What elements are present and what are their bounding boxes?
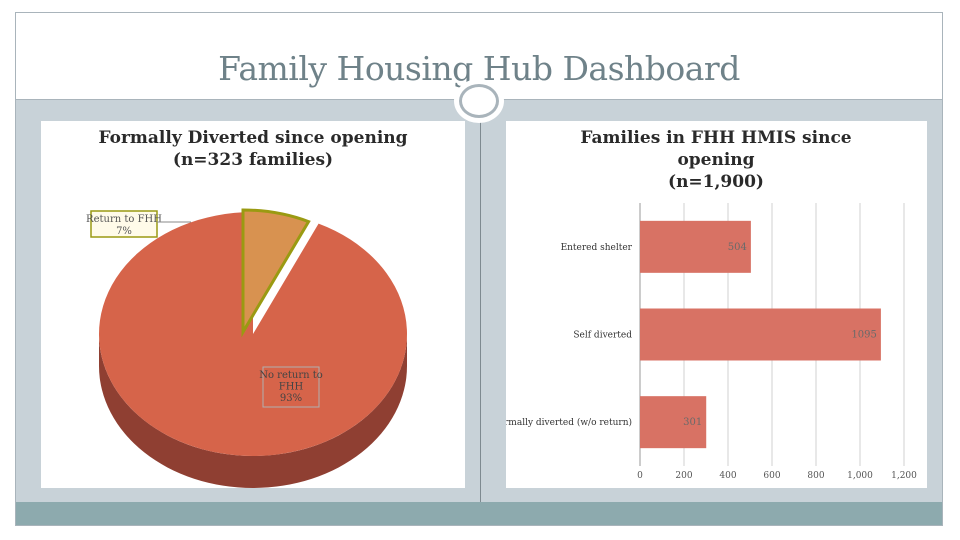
- pie-label-no-return-text: No return to FHH 93%: [259, 370, 323, 404]
- circle-ornament-icon: [454, 79, 504, 123]
- tick-label-3: 600: [763, 471, 780, 481]
- pie-slice-side: [99, 334, 407, 488]
- tick-label-6: 1,200: [891, 471, 917, 481]
- bar-1: [640, 308, 881, 361]
- center-divider: [480, 100, 481, 502]
- pie-chart: No return to FHH 93% Return to FHH 7%: [86, 208, 408, 488]
- pie-slice-no-return: [98, 212, 408, 456]
- pie-label-return-text: Return to FHH 7%: [86, 214, 162, 237]
- pie-label-return: Return to FHH 7%: [86, 210, 162, 238]
- category-label-2: Formally diverted (w/o return): [506, 417, 632, 428]
- bar-chart-title: Families in FHH HMIS since opening (n=1,…: [580, 128, 852, 192]
- pie-chart-title: Formally Diverted since opening (n=323 f…: [98, 128, 408, 170]
- category-label-0: Entered shelter: [561, 243, 633, 253]
- slide-frame: [15, 12, 943, 526]
- data-label-1: 1095: [851, 330, 876, 341]
- bar-chart-panel: Families in FHH HMIS since opening (n=1,…: [506, 121, 927, 488]
- pie-slice-return: [241, 208, 311, 338]
- bar-chart: Entered shelter 504 Self diverted 1095 Forma…: [506, 203, 917, 481]
- tick-label-1: 200: [675, 471, 692, 481]
- tick-label-0: 0: [637, 471, 643, 481]
- bar-2: [640, 396, 707, 449]
- bar-0: [640, 220, 751, 273]
- data-label-2: 301: [683, 417, 702, 428]
- pie-chart-panel: Formally Diverted since opening (n=323 f…: [41, 121, 465, 488]
- tick-label-5: 1,000: [847, 471, 873, 481]
- category-label-1: Self diverted: [573, 331, 632, 341]
- footer-bar: [16, 502, 942, 525]
- data-label-0: 504: [728, 242, 747, 253]
- tick-label-2: 400: [719, 471, 736, 481]
- pie-label-no-return: No return to FHH 93%: [259, 366, 323, 408]
- tick-label-4: 800: [807, 471, 824, 481]
